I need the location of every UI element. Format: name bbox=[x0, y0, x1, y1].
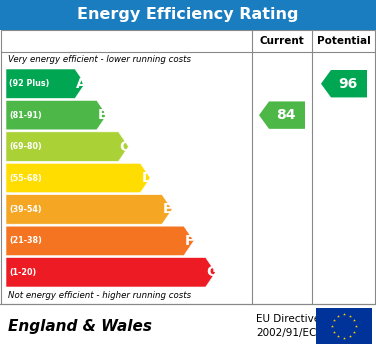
Text: Potential: Potential bbox=[317, 36, 371, 46]
Polygon shape bbox=[6, 101, 107, 130]
Polygon shape bbox=[6, 195, 172, 224]
Text: (1-20): (1-20) bbox=[9, 268, 36, 277]
Text: A: A bbox=[76, 77, 87, 91]
Polygon shape bbox=[6, 258, 216, 287]
Text: (55-68): (55-68) bbox=[9, 174, 42, 182]
Polygon shape bbox=[321, 70, 367, 97]
Text: 96: 96 bbox=[338, 77, 358, 91]
Text: Not energy efficient - higher running costs: Not energy efficient - higher running co… bbox=[8, 292, 191, 301]
Text: F: F bbox=[185, 234, 194, 248]
Text: G: G bbox=[207, 265, 218, 279]
Text: Current: Current bbox=[259, 36, 305, 46]
Text: (92 Plus): (92 Plus) bbox=[9, 79, 49, 88]
Text: EU Directive: EU Directive bbox=[256, 314, 320, 324]
Text: B: B bbox=[98, 108, 108, 122]
Polygon shape bbox=[259, 101, 305, 129]
Text: Energy Efficiency Rating: Energy Efficiency Rating bbox=[77, 8, 299, 23]
Polygon shape bbox=[6, 226, 194, 255]
Text: C: C bbox=[120, 140, 130, 153]
Bar bbox=[0, 0, 376, 30]
Polygon shape bbox=[6, 69, 85, 98]
Polygon shape bbox=[6, 163, 150, 193]
Text: (39-54): (39-54) bbox=[9, 205, 42, 214]
Bar bbox=[316, 308, 372, 344]
Text: E: E bbox=[163, 203, 173, 216]
Polygon shape bbox=[6, 132, 129, 161]
Text: 84: 84 bbox=[276, 108, 296, 122]
Text: (81-91): (81-91) bbox=[9, 111, 42, 120]
Text: 2002/91/EC: 2002/91/EC bbox=[256, 328, 316, 338]
Text: Very energy efficient - lower running costs: Very energy efficient - lower running co… bbox=[8, 55, 191, 64]
Bar bbox=[1, 30, 375, 304]
Text: (69-80): (69-80) bbox=[9, 142, 42, 151]
Text: (21-38): (21-38) bbox=[9, 236, 42, 245]
Text: D: D bbox=[141, 171, 153, 185]
Text: England & Wales: England & Wales bbox=[8, 318, 152, 333]
